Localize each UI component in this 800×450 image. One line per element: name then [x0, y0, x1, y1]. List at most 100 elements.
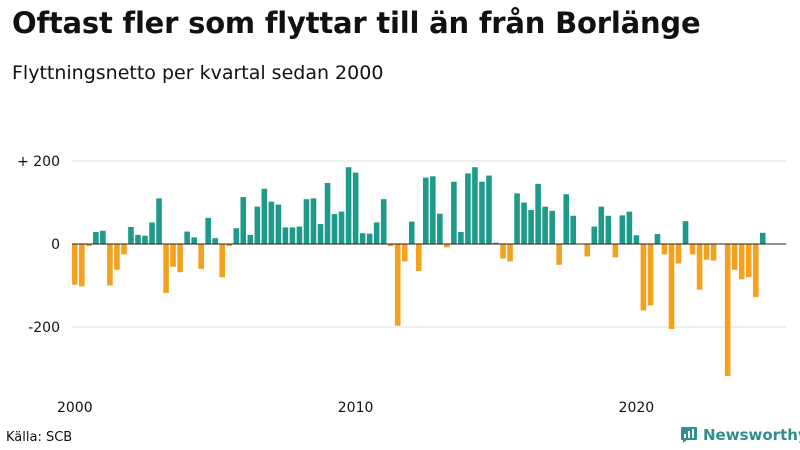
bar-2012-q1 [408, 221, 415, 244]
bar-2017-q2 [556, 244, 562, 265]
bar-2007-q2 [275, 204, 282, 244]
bar-2011-q1 [380, 199, 387, 244]
bar-2024-q3 [759, 232, 766, 244]
bar-2017-q3 [563, 194, 569, 244]
bar-2000-q4 [93, 231, 99, 244]
x-tick-label: 2000 [57, 400, 93, 416]
bar-2009-q1 [324, 183, 331, 244]
brand-name: Newsworthy [703, 426, 800, 444]
bar-2005-q2 [219, 244, 226, 278]
bar-2019-q1 [605, 215, 612, 244]
bar-2004-q1 [184, 231, 190, 244]
bar-2010-q1 [352, 172, 359, 244]
bar-2016-q1 [521, 202, 527, 244]
bar-2021-q4 [682, 221, 689, 244]
bar-2013-q1 [437, 213, 443, 244]
bar-2024-q2 [752, 244, 759, 298]
chart-title: Oftast fler som flyttar till än från Bor… [12, 6, 701, 40]
bar-2023-q2 [724, 244, 731, 376]
bar-2017-q4 [570, 215, 577, 244]
bar-2003-q4 [177, 244, 183, 273]
bar-2010-q3 [366, 233, 373, 245]
bar-2003-q3 [170, 244, 176, 267]
bar-2014-q1 [465, 173, 471, 244]
bar-2008-q3 [310, 198, 317, 244]
bar-2014-q2 [472, 167, 478, 244]
bar-2022-q2 [696, 244, 703, 290]
bar-2011-q4 [401, 244, 408, 262]
bar-2010-q4 [373, 222, 380, 244]
bar-2022-q4 [710, 244, 717, 261]
bar-2014-q4 [486, 175, 492, 244]
bar-2022-q1 [689, 244, 696, 255]
bar-2020-q2 [640, 244, 647, 311]
bar-2003-q1 [156, 198, 162, 244]
bar-2018-q3 [591, 226, 598, 244]
bar-2001-q2 [107, 244, 113, 286]
y-tick-label: + 200 [17, 154, 60, 170]
bar-2010-q2 [359, 233, 366, 244]
bar-2016-q2 [528, 209, 534, 244]
bar-2022-q3 [703, 244, 710, 260]
source-label: Källa: SCB [6, 430, 73, 445]
bar-2014-q3 [479, 181, 485, 244]
bar-2013-q3 [451, 181, 457, 244]
bar-2007-q3 [282, 227, 289, 244]
bar-2004-q4 [205, 217, 211, 244]
bar-2017-q1 [549, 210, 555, 244]
bar-2015-q4 [514, 193, 520, 244]
y-tick-label: 0 [51, 237, 60, 253]
bar-2000-q1 [72, 244, 78, 285]
bar-2012-q3 [423, 177, 429, 244]
bar-2015-q2 [500, 244, 506, 259]
bar-2000-q2 [79, 244, 85, 287]
x-tick-label: 2010 [338, 400, 374, 416]
bar-2002-q4 [149, 222, 155, 244]
bar-2012-q4 [430, 176, 436, 244]
bar-2006-q2 [247, 234, 254, 244]
bar-2019-q2 [612, 244, 619, 258]
bar-2004-q2 [191, 237, 197, 244]
bar-2006-q3 [254, 206, 261, 244]
bar-2019-q3 [619, 215, 626, 244]
bar-2006-q4 [261, 188, 268, 244]
bar-2015-q3 [507, 244, 513, 262]
bar-2013-q2 [444, 244, 450, 248]
bar-2013-q4 [458, 231, 464, 244]
bar-2008-q4 [317, 224, 324, 244]
bar-2000-q3 [86, 244, 92, 247]
bar-2008-q2 [303, 199, 310, 244]
bar-2020-q3 [647, 244, 654, 306]
grid-lines [72, 160, 786, 328]
bar-2009-q2 [331, 214, 338, 244]
chart-subtitle: Flyttningsnetto per kvartal sedan 2000 [12, 62, 384, 84]
y-tick-label: -200 [28, 320, 60, 336]
bar-2007-q1 [268, 201, 275, 244]
bar-2020-q4 [654, 234, 661, 244]
bar-2012-q2 [415, 244, 422, 271]
bar-2004-q3 [198, 244, 204, 269]
bar-2023-q3 [731, 244, 738, 270]
bar-2023-q4 [738, 244, 745, 280]
bar-2016-q4 [542, 206, 548, 244]
axis-labels: + 200 0 -200 2000 2010 2020 [17, 154, 786, 416]
bar-2002-q1 [128, 226, 134, 244]
bar-2021-q2 [668, 244, 675, 330]
bar-2002-q2 [135, 234, 141, 244]
bar-2019-q4 [626, 211, 633, 244]
bar-2005-q1 [212, 238, 218, 244]
bar-2001-q3 [114, 244, 120, 270]
brand-logo: Newsworthy [680, 426, 800, 444]
bar-2021-q3 [675, 244, 682, 264]
bar-2001-q1 [100, 230, 106, 244]
bar-2024-q1 [745, 244, 752, 278]
bar-2005-q3 [226, 244, 233, 247]
bar-2005-q4 [233, 228, 240, 244]
bar-2007-q4 [289, 227, 296, 244]
bars [72, 167, 766, 376]
bar-2008-q1 [296, 226, 303, 244]
bar-2006-q1 [240, 197, 247, 244]
bar-2020-q1 [633, 235, 640, 244]
x-tick-label: 2020 [619, 400, 655, 416]
bar-2015-q1 [493, 242, 499, 244]
